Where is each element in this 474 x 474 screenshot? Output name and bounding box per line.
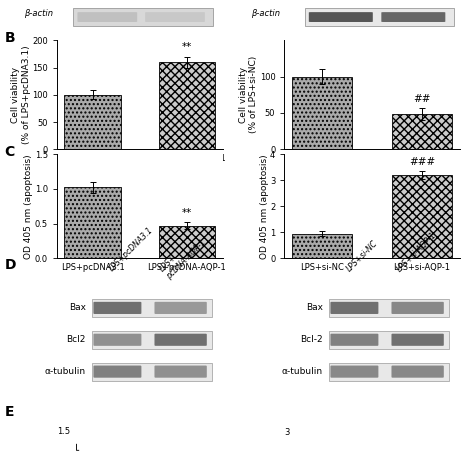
Text: Bcl-2: Bcl-2: [300, 335, 323, 344]
Bar: [64, 187, 121, 258]
Text: 3: 3: [284, 428, 290, 437]
Text: ##: ##: [413, 93, 431, 103]
FancyBboxPatch shape: [93, 365, 141, 378]
Text: α-tubulin: α-tubulin: [282, 367, 323, 376]
FancyBboxPatch shape: [155, 365, 207, 378]
Y-axis label: OD 405 nm (apoptosis): OD 405 nm (apoptosis): [260, 154, 269, 258]
Bar: [304, 8, 454, 26]
Bar: [92, 299, 212, 317]
Bar: [159, 226, 215, 258]
FancyBboxPatch shape: [309, 12, 373, 22]
FancyBboxPatch shape: [93, 334, 141, 346]
FancyBboxPatch shape: [77, 12, 137, 22]
Text: Bax: Bax: [306, 303, 323, 312]
Text: B: B: [5, 31, 15, 45]
Y-axis label: Cell viability
(% of LPS+si-NC): Cell viability (% of LPS+si-NC): [239, 56, 258, 133]
Text: 1.5: 1.5: [57, 427, 70, 436]
Text: LPS+
pcDNA-AQP-1: LPS+ pcDNA-AQP-1: [158, 230, 208, 281]
Text: ###: ###: [409, 157, 435, 167]
FancyBboxPatch shape: [330, 302, 378, 314]
Bar: [329, 299, 449, 317]
Bar: [73, 8, 213, 26]
Bar: [329, 331, 449, 349]
FancyBboxPatch shape: [93, 302, 141, 314]
Text: Bcl2: Bcl2: [66, 335, 86, 344]
FancyBboxPatch shape: [330, 334, 378, 346]
FancyBboxPatch shape: [392, 334, 444, 346]
Bar: [392, 175, 452, 258]
Bar: [64, 95, 121, 149]
FancyBboxPatch shape: [145, 12, 205, 22]
Text: β-actin: β-actin: [251, 9, 280, 18]
Bar: [92, 331, 212, 349]
Text: D: D: [5, 258, 16, 273]
Bar: [392, 114, 452, 149]
Text: α-tubulin: α-tubulin: [45, 367, 86, 376]
Text: β-actin: β-actin: [24, 9, 53, 18]
Text: LPS+si-NC: LPS+si-NC: [345, 238, 379, 273]
Text: C: C: [5, 145, 15, 159]
Bar: [292, 77, 352, 149]
Text: LPS+pcDNA3.1: LPS+pcDNA3.1: [108, 226, 155, 273]
FancyBboxPatch shape: [392, 365, 444, 378]
Bar: [329, 363, 449, 381]
FancyBboxPatch shape: [155, 302, 207, 314]
Text: ⌐: ⌐: [73, 441, 83, 450]
FancyBboxPatch shape: [330, 365, 378, 378]
FancyBboxPatch shape: [155, 334, 207, 346]
FancyBboxPatch shape: [392, 302, 444, 314]
Text: **: **: [182, 208, 192, 218]
Bar: [292, 234, 352, 258]
Bar: [92, 363, 212, 381]
Bar: [159, 62, 215, 149]
Text: E: E: [5, 405, 14, 419]
Y-axis label: Cell viability
(% of LPS+pcDNA3.1): Cell viability (% of LPS+pcDNA3.1): [11, 46, 31, 144]
Text: Bax: Bax: [69, 303, 86, 312]
FancyBboxPatch shape: [381, 12, 445, 22]
Y-axis label: OD 405 nm (apoptosis): OD 405 nm (apoptosis): [24, 154, 33, 258]
Text: LPS+si-AQP-1: LPS+si-AQP-1: [395, 230, 438, 273]
Text: **: **: [182, 42, 192, 52]
